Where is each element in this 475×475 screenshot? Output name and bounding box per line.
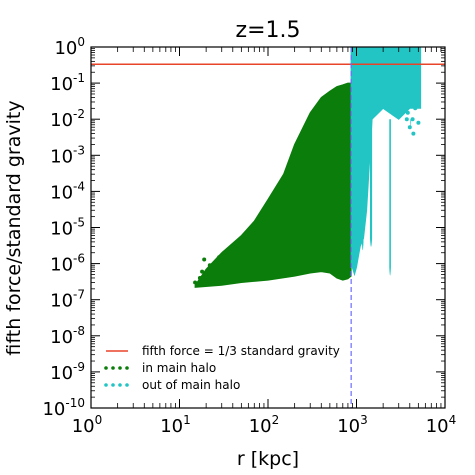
- y-tick-label: 100: [54, 35, 85, 59]
- data-point: [211, 279, 216, 284]
- legend-label: out of main halo: [142, 378, 240, 392]
- legend-marker-swatch: [125, 383, 129, 387]
- data-point: [222, 250, 227, 255]
- data-point: [193, 280, 198, 285]
- data-point: [235, 247, 240, 252]
- legend-marker-swatch: [111, 383, 115, 387]
- y-axis-label: fifth force/standard gravity: [3, 100, 25, 355]
- data-point: [230, 244, 235, 249]
- x-tick-label: 100: [72, 413, 103, 437]
- series-band-out-of-main-halo: [350, 47, 422, 277]
- legend-marker-swatch: [118, 366, 122, 370]
- plot-area: 100 101 102 103 104 10-10 10-9 10-8 10-7 10-6 10-5…: [42, 35, 456, 437]
- y-tick-label: 10-5: [50, 216, 85, 240]
- data-point: [407, 125, 412, 130]
- legend-marker-swatch: [104, 383, 108, 387]
- x-axis-label: r [kpc]: [237, 448, 299, 470]
- data-point: [416, 120, 421, 125]
- legend-marker-swatch: [118, 383, 122, 387]
- legend-marker-swatch: [125, 366, 129, 370]
- data-point: [207, 263, 212, 268]
- data-point: [410, 117, 415, 122]
- legend-label: fifth force = 1/3 standard gravity: [142, 344, 340, 358]
- y-tick-label: 10-7: [50, 288, 85, 312]
- data-point: [197, 276, 202, 280]
- data-point: [204, 272, 209, 277]
- data-point: [246, 239, 251, 244]
- x-tick-label: 104: [426, 413, 457, 437]
- y-tick-label: 10-4: [50, 179, 85, 203]
- series-band-in-main-halo: [194, 82, 352, 288]
- x-tick-label: 101: [160, 413, 191, 437]
- data-point: [413, 106, 418, 111]
- series-spike-0: [361, 119, 364, 251]
- data-point: [200, 269, 205, 274]
- y-tick-label: 10-2: [50, 107, 85, 131]
- y-tick-label: 10-10: [42, 396, 85, 420]
- x-tick-label: 102: [249, 413, 280, 437]
- legend: fifth force = 1/3 standard gravity in mai…: [104, 344, 340, 392]
- legend-marker-swatch: [111, 366, 115, 370]
- series-spike-2: [389, 119, 391, 276]
- y-tick-label: 10-9: [50, 360, 85, 384]
- x-tick-label: 103: [337, 413, 368, 437]
- data-point: [404, 117, 409, 122]
- series-spike-1: [370, 119, 373, 247]
- y-tick-label: 10-1: [50, 71, 85, 95]
- y-tick-label: 10-3: [50, 143, 85, 167]
- chart-title: z=1.5: [236, 18, 301, 43]
- legend-marker-swatch: [104, 366, 108, 370]
- legend-label: in main halo: [142, 361, 216, 375]
- data-point: [202, 257, 207, 262]
- y-tick-label: 10-6: [50, 252, 85, 276]
- data-point: [225, 274, 230, 279]
- data-point: [212, 261, 217, 266]
- data-point: [405, 110, 410, 115]
- data-point: [217, 255, 222, 260]
- data-layer: [193, 47, 422, 288]
- data-point: [411, 131, 416, 136]
- y-tick-label: 10-8: [50, 324, 85, 348]
